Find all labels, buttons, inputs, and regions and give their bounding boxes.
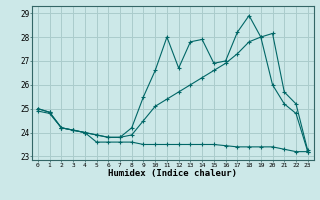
X-axis label: Humidex (Indice chaleur): Humidex (Indice chaleur) — [108, 169, 237, 178]
